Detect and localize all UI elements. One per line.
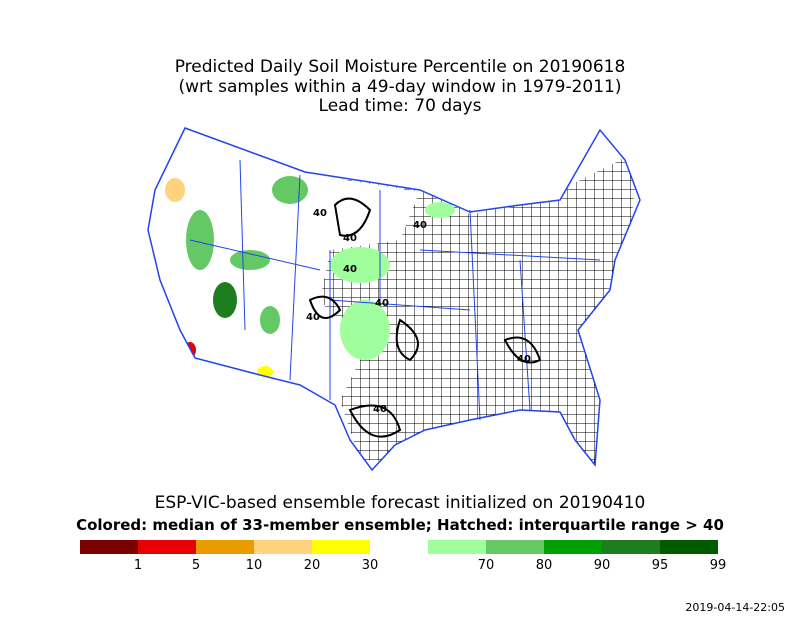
legend-label: 30 — [362, 558, 379, 573]
legend-label: 1 — [134, 558, 142, 573]
legend-swatch — [602, 540, 660, 554]
legend-swatch — [544, 540, 602, 554]
contour-label: 40 — [306, 312, 320, 323]
contour-label: 40 — [343, 264, 357, 275]
contour-label: 40 — [373, 404, 387, 415]
legend-swatch — [196, 540, 254, 554]
legend-swatch — [80, 540, 138, 554]
legend-swatch — [428, 540, 486, 554]
legend-label: 90 — [594, 558, 611, 573]
title-line: Predicted Daily Soil Moisture Percentile… — [175, 57, 626, 77]
hatched-region — [315, 150, 640, 470]
legend-swatch — [660, 540, 718, 554]
contour-label: 40 — [517, 354, 531, 365]
state-borders — [189, 159, 601, 421]
legend-label: 80 — [536, 558, 553, 573]
legend-swatch — [486, 540, 544, 554]
timestamp: 2019-04-14-22:05 — [685, 601, 785, 614]
legend-label: 20 — [304, 558, 321, 573]
legend-label: 10 — [246, 558, 263, 573]
legend-label: 5 — [192, 558, 200, 573]
contours — [308, 197, 542, 438]
green-areas — [165, 176, 455, 378]
legend: 1 5 10 20 30 70 80 90 95 99 — [80, 540, 726, 573]
map: 40 40 40 40 40 40 40 40 — [147, 127, 641, 471]
legend-swatch — [138, 540, 196, 554]
contour-label: 40 — [413, 220, 427, 231]
legend-label: 99 — [710, 558, 727, 573]
title-line: (wrt samples within a 49-day window in 1… — [179, 77, 622, 97]
legend-label: 70 — [478, 558, 495, 573]
legend-swatch — [254, 540, 312, 554]
title-line: Lead time: 70 days — [319, 96, 482, 116]
contour-label: 40 — [343, 233, 357, 244]
legend-swatch — [312, 540, 370, 554]
contour-label: 40 — [313, 208, 327, 219]
legend-label: 95 — [652, 558, 669, 573]
footer-line: Colored: median of 33-member ensemble; H… — [76, 516, 724, 534]
footer-line: ESP-VIC-based ensemble forecast initiali… — [155, 493, 646, 513]
contour-label: 40 — [375, 298, 389, 309]
